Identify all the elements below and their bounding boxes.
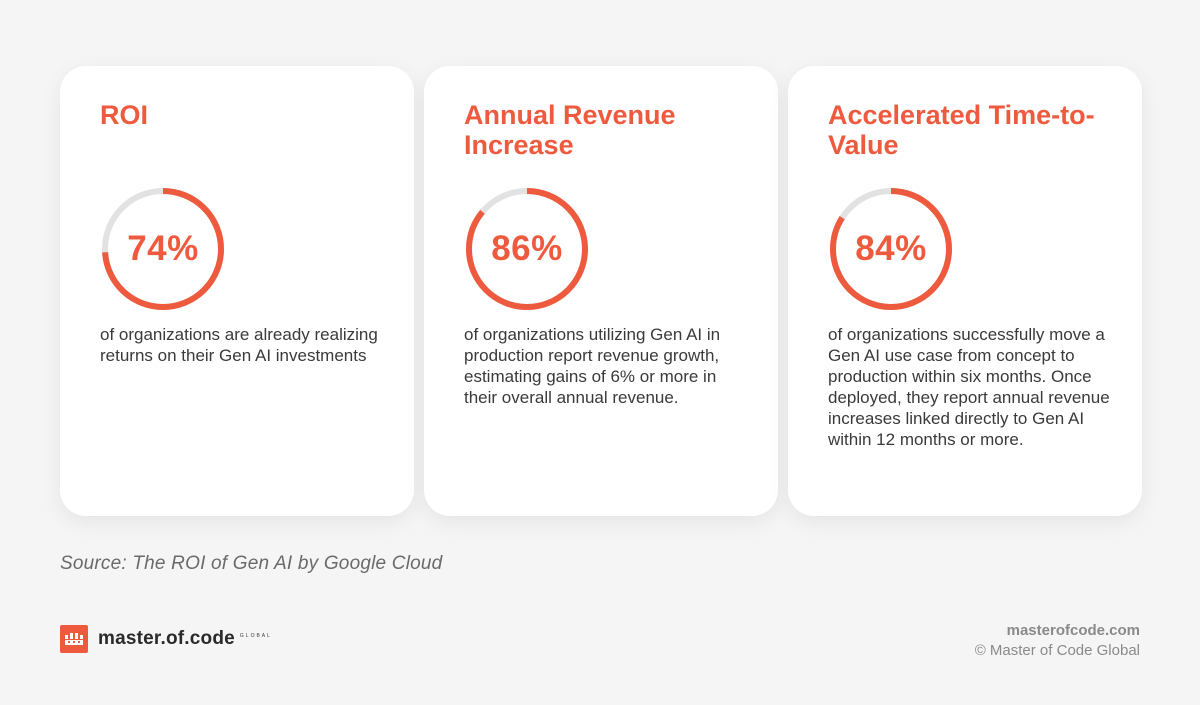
progress-ring: 84% bbox=[828, 186, 954, 312]
footer-info: masterofcode.com © Master of Code Global bbox=[975, 621, 1140, 661]
website-link[interactable]: masterofcode.com bbox=[1006, 622, 1140, 639]
stat-card-roi: ROI 74% of organizations are already rea… bbox=[60, 66, 414, 516]
stat-value: 74% bbox=[127, 229, 199, 268]
card-title: ROI bbox=[100, 100, 149, 130]
progress-ring: 74% bbox=[100, 186, 226, 312]
progress-ring-fill bbox=[102, 188, 224, 310]
stat-value: 84% bbox=[855, 229, 927, 268]
brand-name: master.of.code bbox=[98, 628, 235, 649]
card-description: of organizations successfully move a Gen… bbox=[828, 325, 1110, 449]
progress-ring: 86% bbox=[464, 186, 590, 312]
source-citation: Source: The ROI of Gen AI by Google Clou… bbox=[60, 553, 443, 574]
stat-card-time-to-value: Accelerated Time-to-Value 84% of organiz… bbox=[788, 66, 1142, 516]
stats-cards: ROI 74% of organizations are already rea… bbox=[60, 66, 1142, 516]
stat-value: 86% bbox=[491, 229, 563, 268]
progress-ring-fill bbox=[830, 188, 952, 310]
crown-icon bbox=[60, 625, 88, 653]
card-description: of organizations are already realizing r… bbox=[100, 325, 378, 365]
card-title: Accelerated Time-to-Value bbox=[828, 100, 1095, 160]
card-description: of organizations utilizing Gen AI in pro… bbox=[464, 325, 721, 407]
brand-logo[interactable]: master.of.code GLOBAL bbox=[60, 625, 272, 653]
copyright-text: © Master of Code Global bbox=[974, 642, 1140, 659]
card-title: Annual Revenue Increase bbox=[464, 100, 676, 160]
brand-suffix: GLOBAL bbox=[239, 633, 272, 639]
stat-card-annual-revenue: Annual Revenue Increase 86% of organizat… bbox=[424, 66, 778, 516]
progress-ring-fill bbox=[466, 188, 588, 310]
